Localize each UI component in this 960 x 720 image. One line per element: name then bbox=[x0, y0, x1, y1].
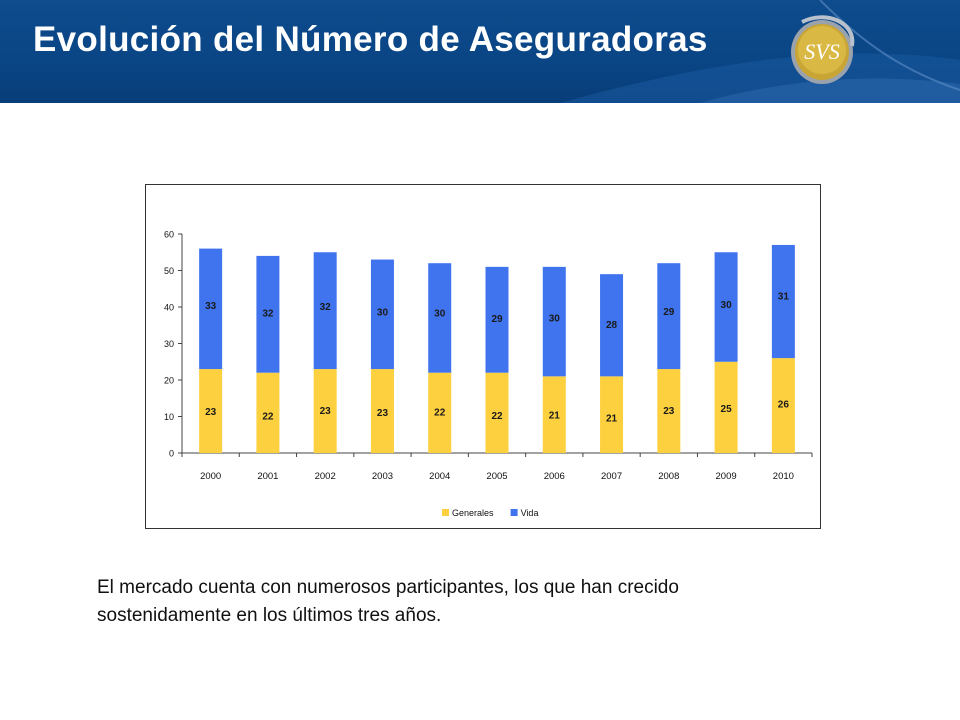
bar-vida-2002 bbox=[313, 252, 337, 370]
bar-vida-2001 bbox=[256, 255, 280, 373]
y-tick-label: 30 bbox=[164, 339, 174, 349]
bar-vida-2005 bbox=[485, 266, 509, 373]
bar-vida-2003 bbox=[370, 259, 394, 370]
bar-generales-2007 bbox=[600, 376, 624, 453]
x-tick-label: 2006 bbox=[544, 471, 565, 482]
x-tick-label: 2005 bbox=[486, 471, 507, 482]
data-label: 30 bbox=[434, 308, 446, 319]
bar-vida-2006 bbox=[542, 266, 566, 377]
x-tick-label: 2002 bbox=[315, 471, 336, 482]
y-tick-label: 40 bbox=[164, 303, 174, 313]
data-label: 29 bbox=[491, 314, 503, 325]
y-tick-label: 10 bbox=[164, 412, 174, 422]
data-label: 23 bbox=[320, 406, 332, 417]
body-text-line-2: sostenidamente en los últimos tres años. bbox=[97, 605, 442, 626]
data-label: 21 bbox=[549, 411, 561, 422]
data-label: 21 bbox=[606, 413, 618, 424]
bar-generales-2001 bbox=[256, 372, 280, 453]
data-label: 30 bbox=[549, 314, 561, 325]
body-text: El mercado cuenta con numerosos particip… bbox=[97, 574, 837, 630]
legend-swatch-vida bbox=[510, 509, 518, 516]
logo-text: SVS bbox=[804, 39, 839, 64]
bar-vida-2007 bbox=[600, 274, 624, 377]
y-tick-label: 60 bbox=[164, 230, 174, 240]
data-label: 22 bbox=[262, 411, 274, 422]
data-label: 26 bbox=[778, 400, 790, 411]
bar-generales-2005 bbox=[485, 372, 509, 453]
x-tick-label: 2000 bbox=[200, 471, 221, 482]
svs-logo: SVS bbox=[791, 15, 855, 84]
bar-vida-2004 bbox=[428, 263, 452, 373]
bar-generales-2002 bbox=[313, 369, 337, 453]
body-text-line-1: El mercado cuenta con numerosos particip… bbox=[97, 577, 679, 598]
data-label: 22 bbox=[491, 411, 503, 422]
legend-label-vida: Vida bbox=[521, 508, 539, 518]
x-tick-label: 2010 bbox=[773, 471, 794, 482]
legend-swatch-generales bbox=[442, 509, 449, 516]
data-label: 31 bbox=[778, 292, 790, 303]
x-tick-label: 2008 bbox=[658, 471, 679, 482]
header-swoosh bbox=[560, 0, 960, 103]
bar-generales-2000 bbox=[199, 369, 223, 453]
stacked-bar-chart: 0 10 20 30 40 50 60 23 33 2000 22 32 2001 23 32 2002 23 3… bbox=[164, 230, 813, 518]
data-label: 29 bbox=[663, 307, 675, 318]
data-label: 30 bbox=[377, 308, 389, 319]
bar-generales-2010 bbox=[771, 358, 795, 453]
x-tick-label: 2009 bbox=[716, 471, 737, 482]
bar-vida-2008 bbox=[657, 263, 681, 370]
data-label: 28 bbox=[606, 320, 618, 331]
x-tick-label: 2001 bbox=[257, 471, 278, 482]
x-tick-label: 2007 bbox=[601, 471, 622, 482]
bar-vida-2000 bbox=[199, 248, 223, 370]
data-label: 23 bbox=[377, 408, 389, 419]
bar-generales-2003 bbox=[370, 369, 394, 453]
y-tick-label: 0 bbox=[169, 449, 174, 459]
data-label: 23 bbox=[205, 407, 217, 418]
bar-vida-2010 bbox=[771, 244, 795, 359]
y-tick-label: 50 bbox=[164, 266, 174, 276]
x-tick-label: 2004 bbox=[429, 471, 450, 482]
y-tick-label: 20 bbox=[164, 376, 174, 386]
data-label: 32 bbox=[262, 309, 274, 320]
bar-generales-2004 bbox=[428, 372, 452, 453]
legend-label-generales: Generales bbox=[452, 508, 494, 518]
data-label: 33 bbox=[205, 301, 217, 312]
data-label: 32 bbox=[320, 302, 332, 313]
bar-generales-2009 bbox=[714, 361, 738, 453]
header-banner: Evolución del Número de Aseguradoras SVS bbox=[0, 0, 960, 103]
data-label: 22 bbox=[434, 407, 446, 418]
bar-vida-2009 bbox=[714, 252, 738, 362]
bar-generales-2008 bbox=[657, 369, 681, 453]
data-label: 23 bbox=[663, 406, 675, 417]
data-label: 25 bbox=[721, 404, 733, 415]
x-tick-label: 2003 bbox=[372, 471, 393, 482]
page-title: Evolución del Número de Aseguradoras bbox=[33, 20, 708, 59]
data-label: 30 bbox=[721, 300, 733, 311]
bar-generales-2006 bbox=[542, 376, 566, 453]
